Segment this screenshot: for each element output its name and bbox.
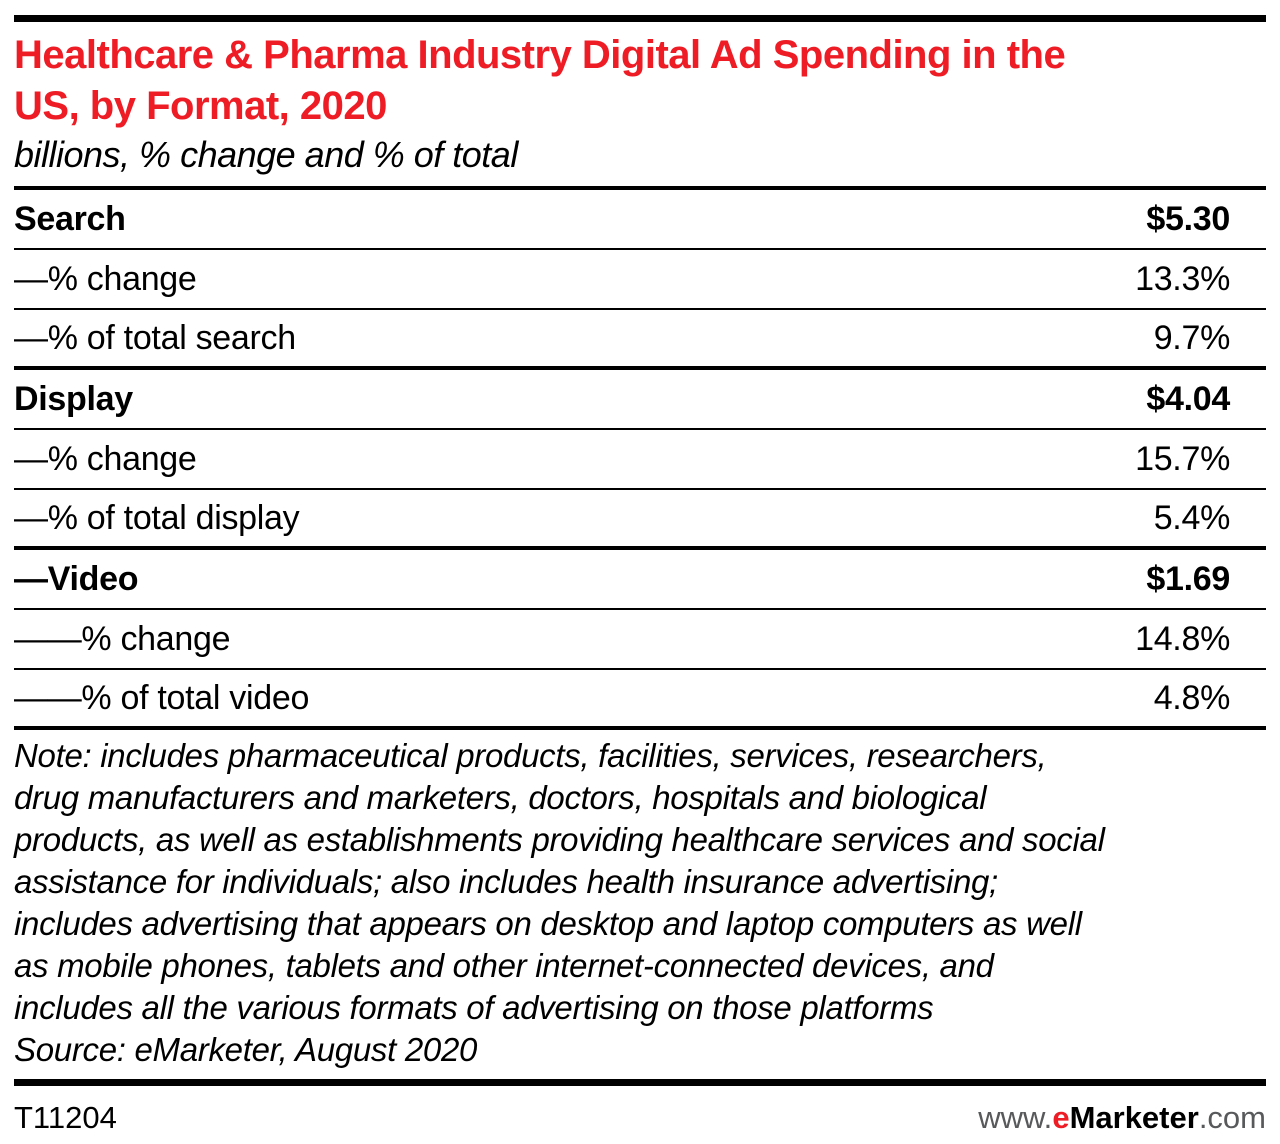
table-row-display-pct-change: —% change 15.7% bbox=[14, 430, 1266, 490]
note-line: includes advertising that appears on des… bbox=[14, 905, 1082, 942]
row-value: $1.69 bbox=[1146, 559, 1230, 598]
row-label: —% of total search bbox=[14, 318, 296, 357]
page-title-line-1: Healthcare & Pharma Industry Digital Ad … bbox=[14, 33, 1066, 77]
row-label: ——% of total video bbox=[14, 678, 310, 717]
source-text: Source: eMarketer, August 2020 bbox=[14, 1031, 478, 1068]
table-row-search-pct-change: —% change 13.3% bbox=[14, 250, 1266, 310]
note-line: assistance for individuals; also include… bbox=[14, 863, 998, 900]
url-marketer: Marketer bbox=[1069, 1100, 1199, 1135]
note-line: as mobile phones, tablets and other inte… bbox=[14, 947, 994, 984]
chart-id: T11204 bbox=[14, 1100, 117, 1135]
site-url: www.eMarketer.com bbox=[978, 1100, 1266, 1136]
url-com: .com bbox=[1198, 1100, 1266, 1135]
row-label: —% change bbox=[14, 439, 197, 478]
url-www: www. bbox=[978, 1100, 1053, 1135]
url-e: e bbox=[1052, 1100, 1070, 1135]
row-value: 15.7% bbox=[1135, 439, 1230, 478]
bottom-rule bbox=[14, 1079, 1266, 1086]
row-value: 14.8% bbox=[1135, 619, 1230, 658]
row-value: 13.3% bbox=[1135, 259, 1230, 298]
row-label: ——% change bbox=[14, 619, 231, 658]
row-value: $5.30 bbox=[1146, 199, 1230, 238]
footer: T11204 www.eMarketer.com bbox=[14, 1086, 1266, 1136]
top-rule bbox=[14, 15, 1266, 22]
row-value: 4.8% bbox=[1153, 678, 1231, 717]
row-label: —% change bbox=[14, 259, 197, 298]
note-line: Note: includes pharmaceutical products, … bbox=[14, 737, 1047, 774]
table-row-search-pct-of-total: —% of total search 9.7% bbox=[14, 310, 1266, 370]
note-line: drug manufacturers and marketers, doctor… bbox=[14, 779, 987, 816]
table-row-display: Display $4.04 bbox=[14, 370, 1266, 430]
note-line: products, as well as establishments prov… bbox=[14, 821, 1105, 858]
row-label: —Video bbox=[14, 559, 139, 598]
note-line: includes all the various formats of adve… bbox=[14, 989, 934, 1026]
row-value: 9.7% bbox=[1153, 318, 1231, 357]
table-row-video-pct-change: ——% change 14.8% bbox=[14, 610, 1266, 670]
row-label: Display bbox=[14, 379, 133, 418]
table-row-display-pct-of-total: —% of total display 5.4% bbox=[14, 490, 1266, 550]
row-label: Search bbox=[14, 199, 126, 238]
page-title-line-2: US, by Format, 2020 bbox=[14, 84, 387, 128]
row-value: $4.04 bbox=[1146, 379, 1230, 418]
data-table: Search $5.30 —% change 13.3% —% of total… bbox=[14, 186, 1266, 730]
table-row-video: —Video $1.69 bbox=[14, 550, 1266, 610]
table-row-video-pct-of-total: ——% of total video 4.8% bbox=[14, 670, 1266, 730]
row-label: —% of total display bbox=[14, 498, 300, 537]
emarketer-chart: Healthcare & Pharma Industry Digital Ad … bbox=[0, 15, 1280, 1136]
note-text: Note: includes pharmaceutical products, … bbox=[14, 730, 1266, 1071]
page-subtitle: billions, % change and % of total bbox=[14, 134, 518, 175]
row-value: 5.4% bbox=[1153, 498, 1231, 537]
page-title: Healthcare & Pharma Industry Digital Ad … bbox=[14, 30, 1266, 132]
table-row-search: Search $5.30 bbox=[14, 190, 1266, 250]
